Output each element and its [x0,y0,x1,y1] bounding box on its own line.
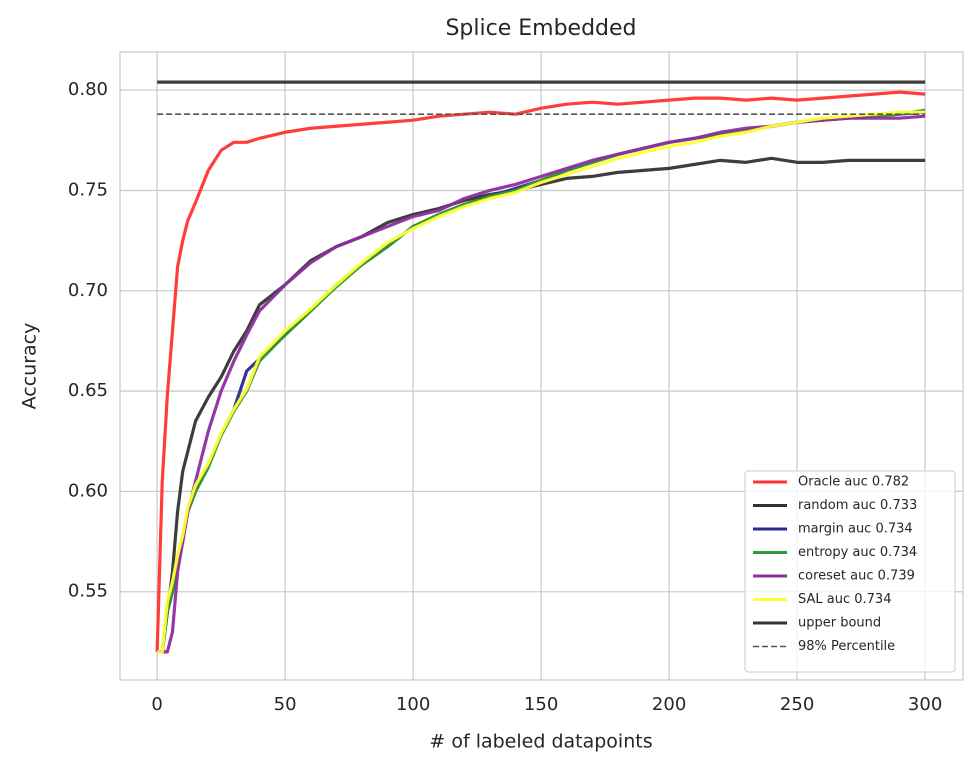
series-line [157,110,926,654]
series-line [157,156,926,654]
y-tick-label: 0.60 [68,480,108,501]
legend-label: coreset auc 0.739 [798,569,915,584]
y-tick-label: 0.65 [68,380,108,401]
legend-label: upper bound [798,616,881,631]
y-axis-label: Accuracy [19,323,41,410]
y-tick-label: 0.70 [68,280,108,301]
y-tick-label: 0.80 [68,79,108,100]
legend-label: SAL auc 0.734 [798,592,891,607]
y-tick-label: 0.75 [68,179,108,200]
x-tick-label: 300 [908,694,942,715]
legend-label: margin auc 0.734 [798,522,913,537]
x-axis-label: # of labeled datapoints [429,731,652,753]
legend-label: entropy auc 0.734 [798,545,917,560]
x-tick-label: 0 [151,694,162,715]
chart-title: Splice Embedded [445,16,636,41]
x-tick-label: 150 [524,694,558,715]
plot-frame [119,51,964,681]
legend-label: 98% Percentile [798,639,895,654]
legend-label: Oracle auc 0.782 [798,475,909,490]
legend: Oracle auc 0.782 random auc 0.733 margin a… [744,470,956,673]
series-line [155,90,926,652]
x-tick-label: 250 [780,694,814,715]
legend-label: random auc 0.733 [798,498,917,513]
x-tick-label: 100 [396,694,430,715]
x-tick-label: 200 [652,694,686,715]
x-tick-label: 50 [274,694,297,715]
legend-box [744,470,956,673]
y-tick-label: 0.55 [68,581,108,602]
